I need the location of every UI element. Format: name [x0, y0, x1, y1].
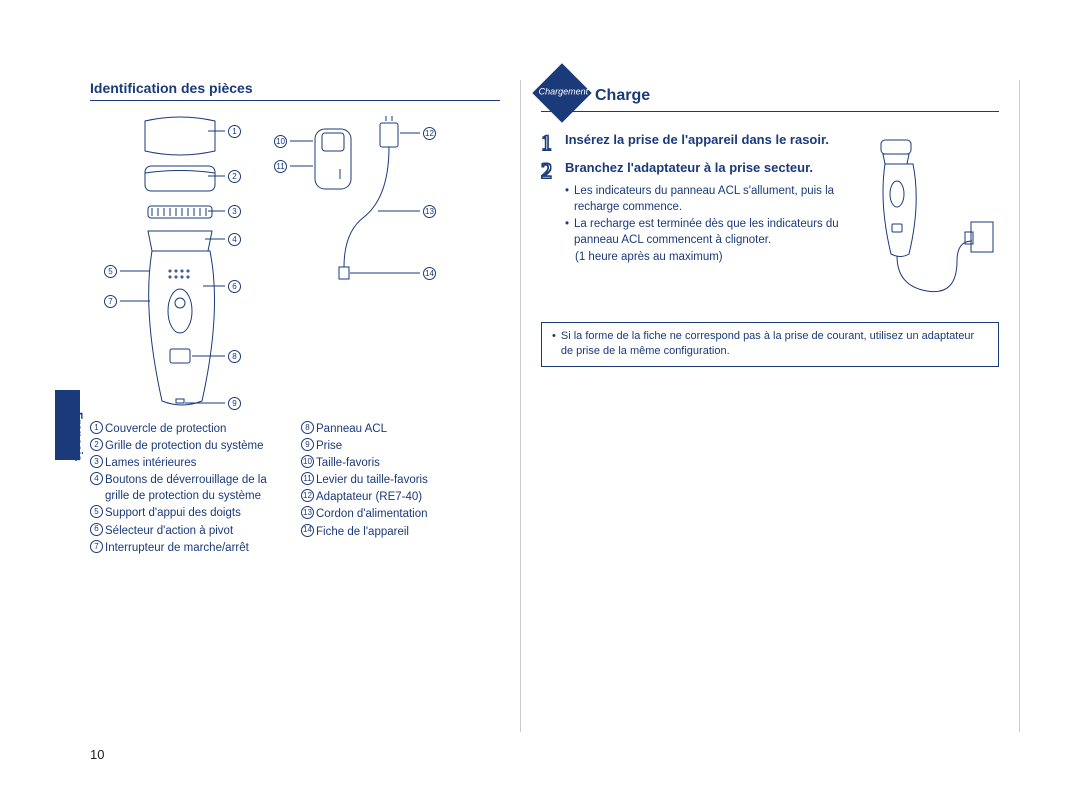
part-label: Cordon d'alimentation: [316, 506, 500, 522]
step-number-1: 1: [541, 132, 565, 154]
left-section-title: Identification des pièces: [90, 80, 253, 96]
callout-3: 3: [228, 205, 241, 218]
part-label: Support d'appui des doigts: [105, 505, 289, 521]
callout-4: 4: [228, 233, 241, 246]
callout-5: 5: [104, 265, 117, 278]
step-1-body: Insérez la prise de l'appareil dans le r…: [565, 132, 829, 154]
part-label: Sélecteur d'action à pivot: [105, 523, 289, 539]
callout-2: 2: [228, 170, 241, 183]
part-label: Fiche de l'appareil: [316, 524, 500, 540]
part-label: Grille de protection du système: [105, 438, 289, 454]
callout-1: 1: [228, 125, 241, 138]
parts-diagram: 1 2 3 4 5 6 7 8 9 10 11 12 13 14: [90, 111, 500, 411]
diamond-icon: Chargement: [532, 63, 591, 122]
parts-col-left: 1Couvercle de protection 2Grille de prot…: [90, 421, 289, 557]
part-label: Prise: [316, 438, 500, 454]
step-2-body: Branchez l'adaptateur à la prise secteur…: [565, 160, 813, 175]
callout-14: 14: [423, 267, 436, 280]
bullet-2-sub: (1 heure après au maximum): [575, 249, 853, 265]
note-text: Si la forme de la fiche ne correspond pa…: [561, 329, 988, 360]
steps-text: 1 Insérez la prise de l'appareil dans le…: [541, 132, 853, 312]
part-label: Levier du taille-favoris: [316, 472, 500, 488]
part-label: Interrupteur de marche/arrêt: [105, 540, 289, 556]
language-label: Français: [71, 412, 85, 461]
part-label: Taille-favoris: [316, 455, 500, 471]
shaver-diagram-svg: [90, 111, 510, 411]
step-number-2: 2: [541, 160, 565, 265]
diamond-label: Chargement: [538, 86, 588, 96]
charging-diagram: [859, 132, 999, 312]
part-label: Couvercle de protection: [105, 421, 289, 437]
manual-page: Français Identification des pièces: [90, 80, 1020, 732]
part-label: Adaptateur (RE7-40): [316, 489, 500, 505]
page-number: 10: [90, 747, 104, 762]
left-section-header: Identification des pièces: [90, 80, 500, 101]
callout-13: 13: [423, 205, 436, 218]
charging-svg: [859, 132, 999, 312]
note-box: Si la forme de la fiche ne correspond pa…: [541, 322, 999, 367]
step-2-bullets: Les indicateurs du panneau ACL s'allumen…: [565, 183, 853, 265]
callout-9: 9: [228, 397, 241, 410]
callout-8: 8: [228, 350, 241, 363]
part-label: Panneau ACL: [316, 421, 500, 437]
parts-lists: 1Couvercle de protection 2Grille de prot…: [90, 421, 500, 557]
parts-col-right: 8Panneau ACL 9Prise 10Taille-favoris 11L…: [301, 421, 500, 557]
left-column: Français Identification des pièces: [90, 80, 520, 732]
step-2: 2 Branchez l'adaptateur à la prise secte…: [541, 160, 853, 265]
bullet-2: La recharge est terminée dès que les ind…: [574, 216, 853, 248]
callout-6: 6: [228, 280, 241, 293]
part-label: Lames intérieures: [105, 455, 289, 471]
callout-12: 12: [423, 127, 436, 140]
callout-11: 11: [274, 160, 287, 173]
step-1: 1 Insérez la prise de l'appareil dans le…: [541, 132, 853, 154]
callout-7: 7: [104, 295, 117, 308]
callout-10: 10: [274, 135, 287, 148]
part-label: Boutons de déverrouillage de la grille d…: [105, 472, 289, 504]
steps-area: 1 Insérez la prise de l'appareil dans le…: [541, 132, 999, 312]
charge-header: Chargement Charge: [541, 80, 999, 112]
bullet-1: Les indicateurs du panneau ACL s'allumen…: [574, 183, 853, 215]
charge-title: Charge: [595, 87, 650, 105]
right-column: Chargement Charge 1 Insérez la prise de …: [520, 80, 1020, 732]
